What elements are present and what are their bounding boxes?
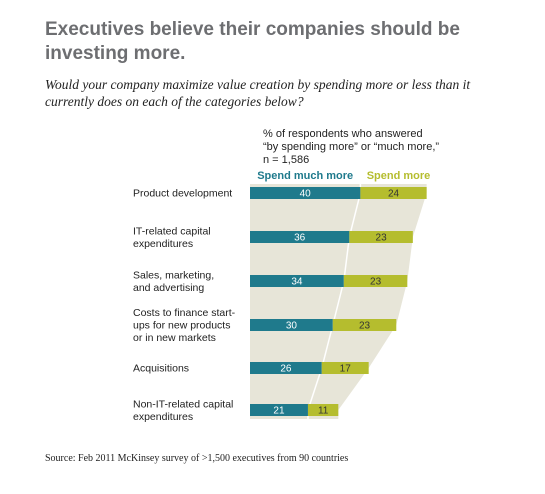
value-label-much-more: 34 [291,277,303,288]
bar-more [343,275,408,287]
chart-subtitle: Would your company maximize value creati… [45,77,471,109]
bar-much-more [250,187,361,199]
bar-more [332,319,397,331]
legend-label-much-more: Spend much more [257,170,353,182]
value-label-more: 23 [370,277,382,288]
category-label: Acquisitions [133,363,189,375]
value-label-more: 23 [359,321,371,332]
value-label-more: 11 [318,406,329,417]
bar-much-more [250,404,308,416]
legend-label-more: Spend more [367,170,431,182]
value-label-much-more: 36 [294,233,306,244]
chart-title: Executives believe their companies shoul… [45,19,460,64]
value-label-more: 24 [388,189,400,200]
value-label-much-more: 30 [286,321,298,332]
bar-more [360,187,427,199]
category-label: Sales, marketing, and advertising [133,269,214,294]
bar-more [307,404,339,416]
value-label-more: 17 [340,364,352,375]
bar-much-more [250,231,350,243]
source-note: Source: Feb 2011 McKinsey survey of >1,5… [45,453,349,464]
category-label: Costs to finance start-ups for new produ… [133,307,236,344]
bar-much-more [250,319,333,331]
value-label-much-more: 21 [273,406,285,417]
bar-more [349,231,413,243]
bar-much-more [250,275,344,287]
value-label-more: 23 [376,233,388,244]
category-label: Non-IT-related capital expenditures [133,398,233,423]
category-label: Product development [133,188,232,200]
value-label-much-more: 26 [280,364,292,375]
bar-much-more [250,362,322,374]
respondents-note: % of respondents who answered “by spendi… [263,128,440,166]
value-label-much-more: 40 [300,189,312,200]
category-label: IT-related capital expenditures [133,225,211,250]
bar-more [321,362,369,374]
divider-line [307,184,362,419]
